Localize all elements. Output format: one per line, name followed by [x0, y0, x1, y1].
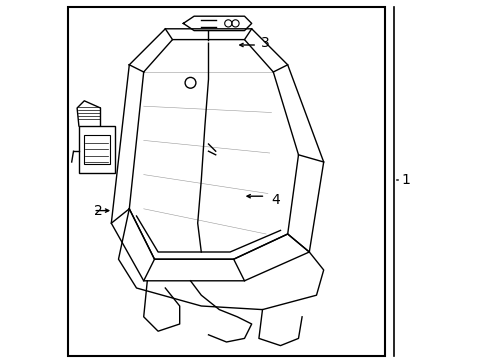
- Bar: [79, 126, 115, 173]
- Bar: [68, 7, 384, 356]
- Text: 2: 2: [94, 204, 103, 217]
- Bar: [84, 135, 109, 164]
- Text: 1: 1: [400, 173, 409, 187]
- Text: 4: 4: [271, 193, 280, 207]
- Text: 3: 3: [260, 36, 269, 50]
